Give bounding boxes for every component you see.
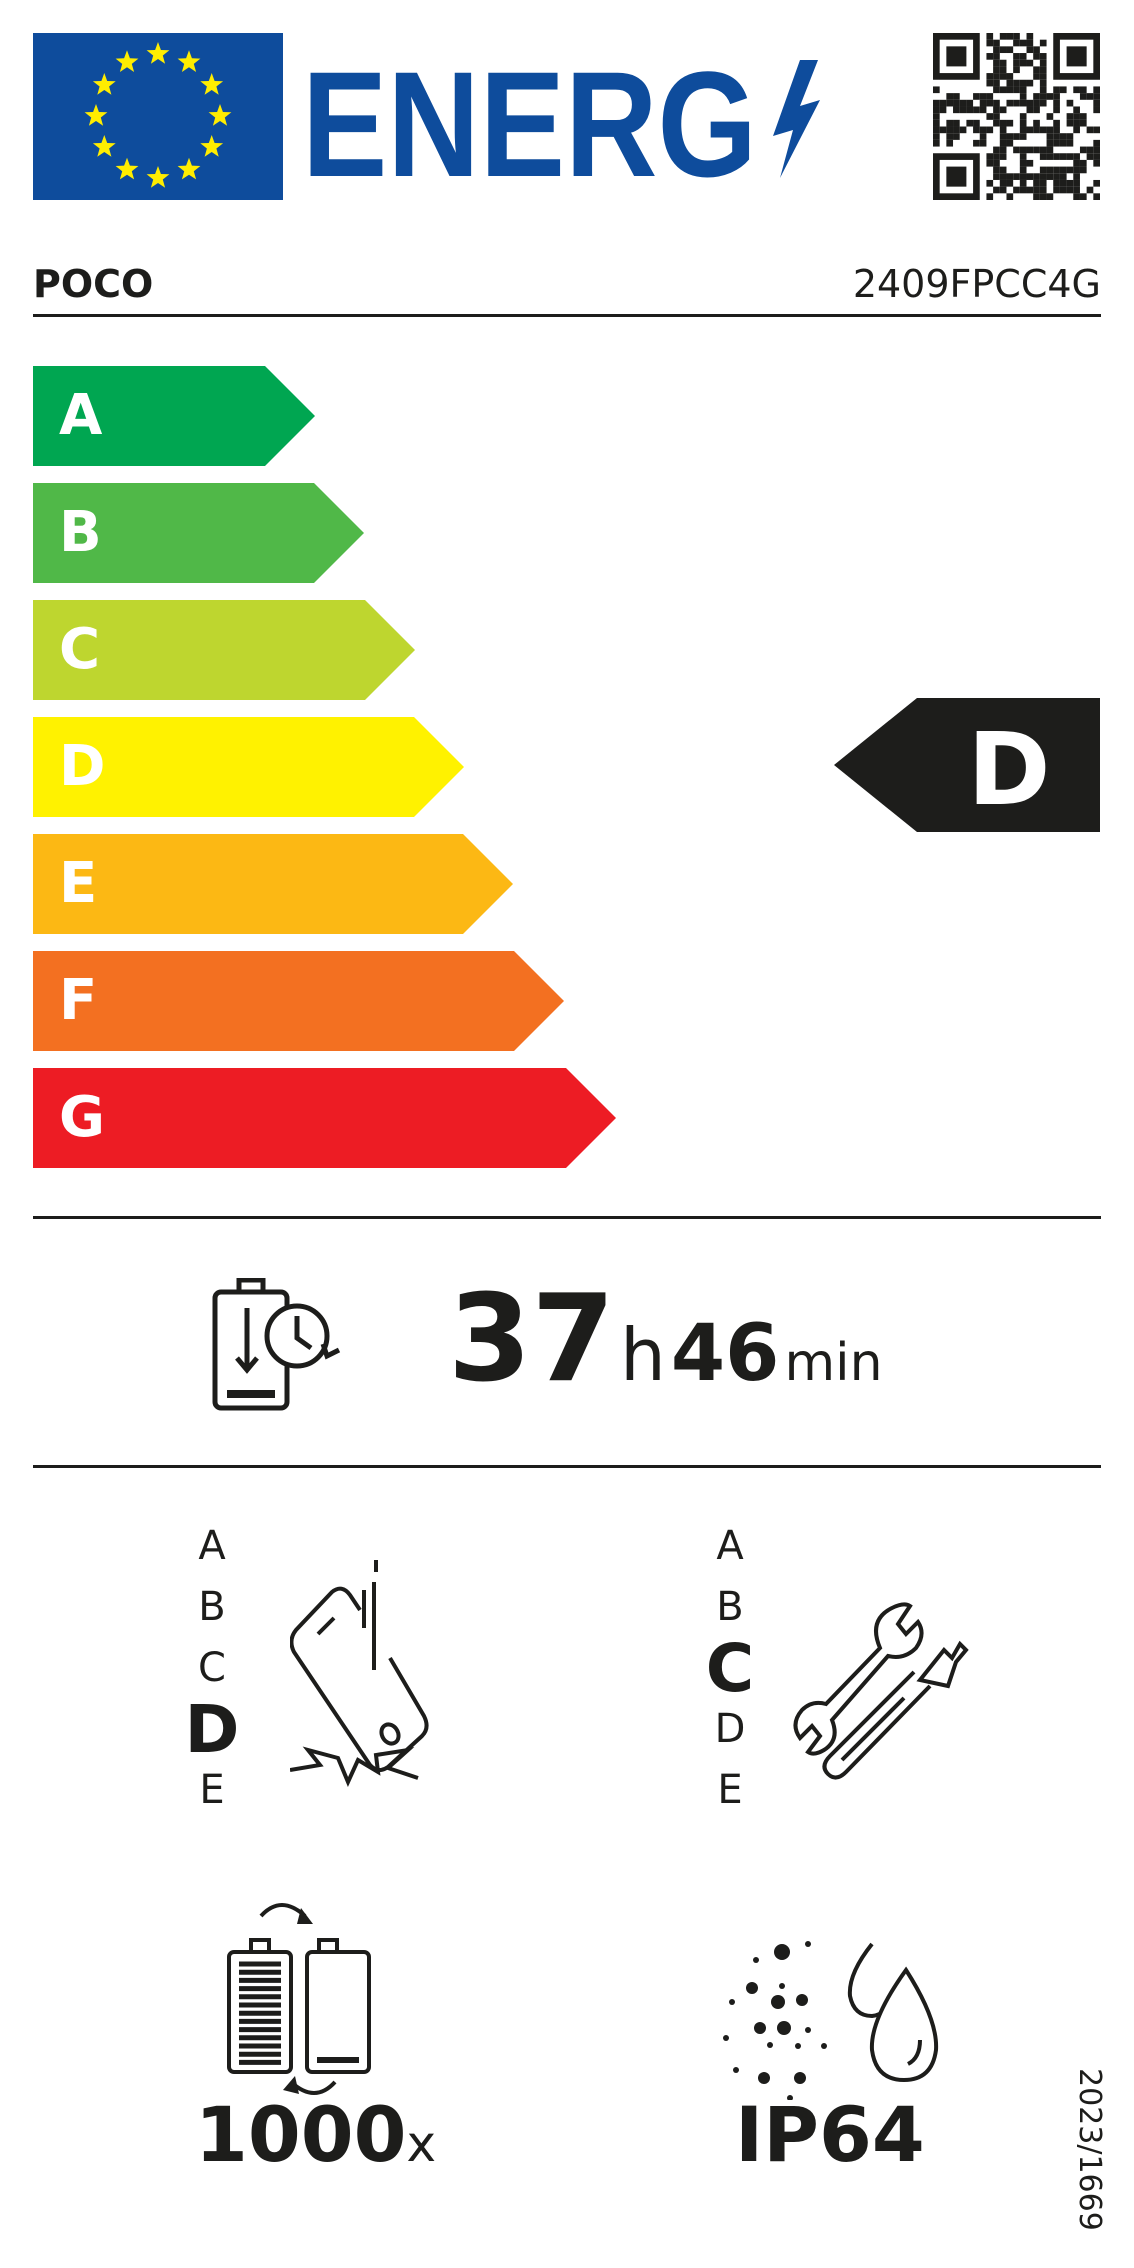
scale-class-d: D [184,1691,240,1768]
battery-endurance-value: 37 h 46 min [448,1270,883,1409]
divider [33,1216,1101,1219]
energy-class-bar-c: C [33,600,415,700]
hours-value: 37 [448,1270,615,1409]
hours-unit: h [620,1313,666,1397]
star-icon [92,135,116,157]
energy-logo: ENERG [300,40,860,208]
scale-class-b: B [716,1584,744,1630]
regulation-number: 2023/1669 [1072,2068,1107,2231]
energy-class-bar-f: F [33,951,564,1051]
scale-class-e: E [199,1767,225,1813]
star-icon [115,157,139,180]
scale-class-c: C [705,1630,755,1707]
energy-class-bar-b: B [33,483,364,583]
scale-class-c: C [198,1645,226,1691]
scale-class-e: E [717,1767,743,1813]
star-icon [200,135,224,157]
energy-rating-label: D [967,711,1050,828]
svg-text:ENERG: ENERG [302,48,757,198]
model-identifier: 2409FPCC4G [852,262,1101,306]
divider [33,1465,1101,1468]
qr-code-icon [933,33,1100,200]
star-icon [92,73,116,95]
battery-clock-icon [212,1278,341,1411]
minutes-value: 46 [670,1309,780,1399]
ip-rating-value: IP64 [735,2090,925,2179]
battery-cycles-value: 1000x [195,2090,436,2179]
energy-class-bar-d: D [33,717,464,817]
star-icon [177,50,201,72]
star-icon [200,73,224,95]
energy-class-label: F [59,968,98,1033]
scale-class-d: D [714,1706,746,1752]
energy-class-label: D [59,734,106,799]
lightning-bolt-icon [773,60,820,178]
scale-class-a: A [198,1523,226,1569]
supplier-name: POCO [33,262,154,306]
energy-class-label: E [59,851,98,916]
scale-class-a: A [716,1523,744,1569]
divider [33,314,1101,317]
cycles-unit: x [406,2115,437,2173]
star-icon [146,166,170,188]
star-icon [84,104,108,126]
minutes-unit: min [784,1333,883,1393]
battery-cycle-icon [227,1903,371,2095]
star-icon [115,50,139,72]
scale-class-b: B [198,1584,226,1630]
energy-class-label: B [59,500,102,565]
star-icon [146,42,170,64]
wrench-screwdriver-icon [793,1602,969,1780]
energy-class-bar-a: A [33,366,315,466]
star-icon [177,157,201,180]
energy-class-label: G [59,1085,105,1150]
energy-class-label: C [59,617,101,682]
cycles-number: 1000 [195,2090,407,2179]
phone-drop-icon [290,1560,429,1788]
eu-flag-icon [33,33,283,200]
dust-water-icon [723,1941,939,2100]
energy-class-label: A [59,383,103,448]
energy-class-bar-e: E [33,834,513,934]
star-icon [208,104,232,126]
energy-rating-indicator: D [834,698,1100,832]
energy-class-bar-g: G [33,1068,616,1168]
